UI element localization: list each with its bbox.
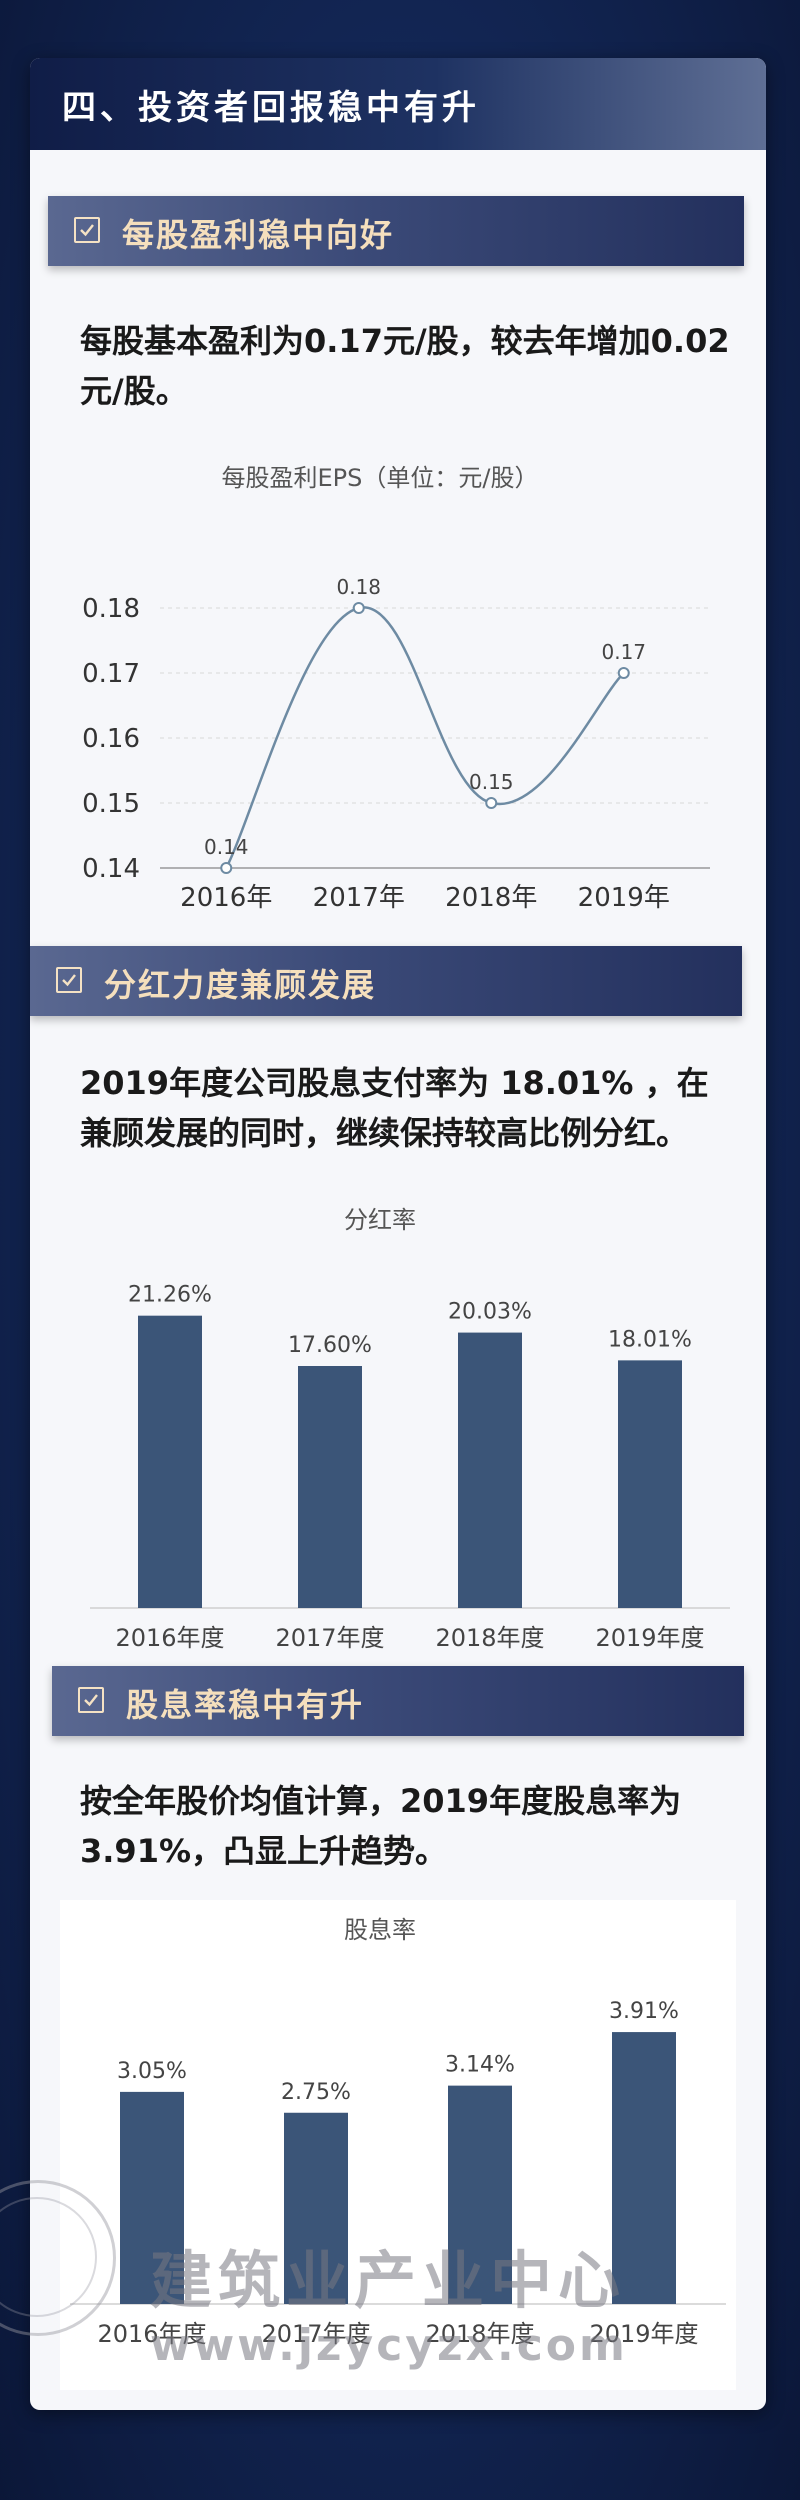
eps-point: [617, 667, 630, 679]
x-tick-label: 2018年度: [435, 1624, 544, 1652]
bar-value-label: 20.03%: [448, 1300, 532, 1325]
x-tick-label: 2017年度: [275, 1624, 384, 1652]
bar: [458, 1332, 522, 1608]
subsection-heading-text: 每股盈利稳中向好: [122, 216, 395, 254]
checkbox-icon: [74, 217, 100, 243]
bar: [612, 2032, 676, 2304]
x-tick-label: 2016年度: [115, 1624, 224, 1652]
y-tick-label: 0.17: [82, 659, 140, 689]
bar: [448, 2085, 512, 2304]
bar-value-label: 17.60%: [288, 1333, 372, 1358]
dividend-description: 2019年度公司股息支付率为 18.01% ，在兼顾发展的同时，继续保持较高比例…: [80, 1064, 709, 1152]
x-tick-label: 2016年度: [97, 2320, 206, 2348]
subsection-heading-dividend: 分红力度兼顾发展: [30, 946, 742, 1016]
eps-point: [485, 797, 498, 809]
y-tick-label: 0.14: [82, 854, 140, 884]
eps-value-label: 0.18: [336, 575, 381, 599]
content-card: 四、投资者回报稳中有升 每股盈利稳中向好 每股基本盈利为0.17元/股，较去年增…: [30, 58, 766, 2410]
bar-value-label: 2.75%: [281, 2080, 351, 2105]
eps-chart-title: 每股盈利EPS（单位：元/股）: [221, 464, 539, 492]
y-tick-label: 0.15: [82, 789, 140, 819]
eps-value-label: 0.15: [469, 770, 514, 794]
x-tick-label: 2016年: [180, 883, 272, 913]
yield-chart-title: 股息率: [344, 1916, 416, 1944]
bar: [618, 1360, 682, 1608]
dividend-bar-chart: 21.26% 2016年度 17.60% 2017年度 20.03% 2018年度 18.0…: [90, 1283, 730, 1652]
checkbox-icon: [56, 967, 82, 993]
bar-value-label: 18.01%: [608, 1327, 692, 1352]
bar: [284, 2112, 348, 2304]
bar: [298, 1366, 362, 1608]
watermark-url: www.jzycyzx.com: [150, 2320, 628, 2371]
eps-series-line: [225, 606, 625, 869]
checkbox-icon: [78, 1687, 104, 1713]
x-tick-label: 2019年度: [595, 1624, 704, 1652]
subsection-heading-yield: 股息率稳中有升: [52, 1666, 744, 1736]
eps-value-label: 0.14: [204, 835, 249, 859]
eps-point: [220, 862, 233, 874]
x-tick-label: 2018年度: [425, 2320, 534, 2348]
eps-line-chart: 0.14 0.15 0.16 0.17 0.18 2016年 2017年 2018年 2019年…: [82, 575, 710, 913]
watermark-seal-ring: [0, 2197, 97, 2317]
eps-value-label: 0.17: [601, 640, 646, 664]
x-tick-label: 2019年度: [589, 2320, 698, 2348]
bar-value-label: 3.91%: [609, 1999, 679, 2024]
section-header: 四、投资者回报稳中有升: [30, 58, 766, 150]
yield-description: 按全年股价均值计算，2019年度股息率为3.91%，凸显上升趋势。: [80, 1782, 682, 1870]
bar-value-label: 3.05%: [117, 2059, 187, 2084]
bar: [138, 1315, 202, 1608]
x-tick-label: 2017年度: [261, 2320, 370, 2348]
subsection-heading-text: 股息率稳中有升: [126, 1686, 365, 1724]
watermark-name: 建筑业产业中心: [150, 2244, 627, 2317]
dividend-chart-title: 分红率: [344, 1206, 416, 1234]
y-tick-label: 0.18: [82, 594, 140, 624]
bar-value-label: 21.26%: [128, 1283, 212, 1308]
x-tick-label: 2018年: [445, 883, 537, 913]
eps-point: [352, 602, 365, 614]
eps-description: 每股基本盈利为0.17元/股，较去年增加0.02元/股。: [80, 322, 730, 410]
y-tick-label: 0.16: [82, 724, 140, 754]
bar-value-label: 3.14%: [445, 2053, 515, 2078]
subsection-heading-text: 分红力度兼顾发展: [104, 966, 377, 1004]
bar: [120, 2091, 184, 2304]
subsection-heading-eps: 每股盈利稳中向好: [48, 196, 744, 266]
x-tick-label: 2019年: [578, 883, 670, 913]
yield-bar-chart: 3.05% 2016年度 2.75% 2017年度 3.14% 2018年度 3.91% 20…: [70, 1999, 726, 2348]
x-tick-label: 2017年: [313, 883, 405, 913]
section-title: 四、投资者回报稳中有升: [62, 88, 480, 128]
